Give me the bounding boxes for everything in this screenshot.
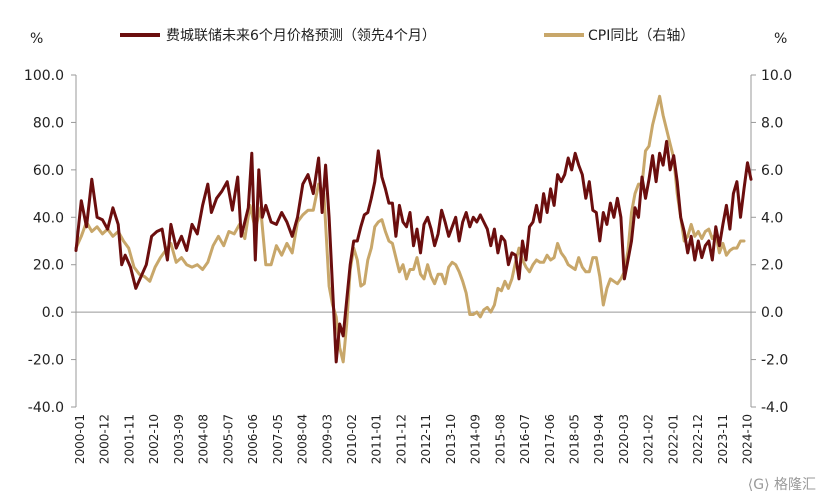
x-tick-label: 2013-10 (444, 414, 458, 464)
x-axis: 2000-01 2000-12 2001-11 2002-10 2003-09 2004-… (73, 414, 755, 464)
legend-label-cpi: CPI同比（右轴） (588, 28, 694, 44)
left-tick-label: 0.0 (42, 305, 64, 321)
left-tick-label: 100.0 (24, 68, 64, 84)
right-y-axis: 10.0 8.0 6.0 4.0 2.0 0.0 -2.0 -4.0 (751, 68, 792, 416)
x-tick-label: 2022-01 (666, 414, 680, 464)
x-tick-label: 2011-01 (370, 414, 384, 464)
right-tick-label: -4.0 (761, 400, 788, 416)
x-tick-label: 2021-02 (642, 414, 656, 464)
x-tick-label: 2016-07 (518, 414, 532, 464)
x-tick-label: 2006-06 (246, 414, 260, 464)
legend: 费城联储未来6个月价格预测（领先4个月） CPI同比（右轴） (120, 28, 694, 44)
x-tick-label: 2019-04 (592, 414, 606, 464)
series-line-cpi (74, 94, 746, 364)
x-tick-label: 2022-12 (691, 414, 705, 464)
legend-label-philly-fed: 费城联储未来6个月价格预测（领先4个月） (166, 28, 436, 44)
left-y-axis: 100.0 80.0 60.0 40.0 20.0 0.0 -20.0 -40.0 (24, 68, 76, 416)
right-tick-label: 10.0 (761, 68, 792, 84)
left-tick-label: 20.0 (33, 258, 64, 274)
x-tick-label: 2000-12 (98, 414, 112, 464)
x-tick-label: 2012-11 (419, 414, 433, 464)
left-tick-label: 80.0 (33, 115, 64, 131)
x-tick-label: 2009-03 (320, 414, 334, 464)
x-tick-label: 2005-07 (221, 414, 235, 464)
left-tick-label: 60.0 (33, 163, 64, 179)
left-tick-label: -40.0 (28, 400, 64, 416)
x-tick-label: 2014-09 (469, 414, 483, 464)
x-tick-label: 2023-11 (716, 414, 730, 464)
right-tick-label: 8.0 (761, 115, 783, 131)
x-tick-label: 2004-08 (197, 414, 211, 464)
x-tick-label: 2001-11 (122, 414, 136, 464)
right-tick-label: 2.0 (761, 258, 783, 274)
x-tick-label: 2011-12 (394, 414, 408, 464)
x-tick-label: 2002-10 (147, 414, 161, 464)
x-tick-label: 2017-06 (543, 414, 557, 464)
x-tick-label: 2024-10 (741, 414, 755, 464)
x-tick-label: 2018-05 (568, 414, 582, 464)
x-tick-label: 2000-01 (73, 414, 87, 464)
left-axis-unit: % (30, 31, 43, 47)
right-tick-label: 0.0 (761, 305, 783, 321)
right-tick-label: 6.0 (761, 163, 783, 179)
x-tick-label: 2008-04 (296, 414, 310, 464)
x-tick-label: 2003-09 (172, 414, 186, 464)
x-tick-label: 2007-05 (271, 414, 285, 464)
x-tick-label: 2020-03 (617, 414, 631, 464)
left-tick-label: 40.0 (33, 210, 64, 226)
watermark: ⟨G⟩ 格隆汇 (747, 477, 816, 493)
right-tick-label: 4.0 (761, 210, 783, 226)
series-line-philly-fed (74, 139, 753, 364)
x-tick-label: 2015-08 (493, 414, 507, 464)
x-tick-label: 2010-02 (345, 414, 359, 464)
right-axis-unit: % (774, 31, 787, 47)
series-layer (74, 94, 753, 364)
left-tick-label: -20.0 (28, 353, 64, 369)
right-tick-label: -2.0 (761, 353, 788, 369)
